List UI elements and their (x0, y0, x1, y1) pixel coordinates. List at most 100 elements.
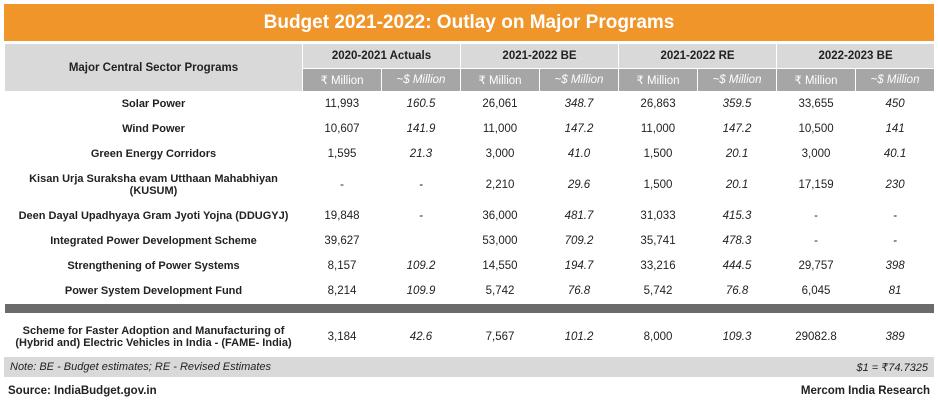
table-row: Power System Development Fund 8,214 109.9 5… (4, 278, 936, 304)
usd-value-cell: 415.3 (697, 203, 778, 229)
subcolumn-usd-header: ~$ Million (538, 68, 620, 92)
usd-value-cell: 359.5 (697, 91, 778, 117)
subcolumn-inr-header: ₹ Million (776, 68, 857, 92)
inr-value-cell: 36,000 (460, 203, 540, 229)
inr-value-cell: 33,216 (618, 253, 699, 279)
inr-value-cell: 6,045 (776, 278, 857, 304)
usd-value-cell: 76.8 (538, 278, 620, 304)
usd-value-cell: 444.5 (697, 253, 778, 279)
inr-value-cell: 5,742 (460, 278, 540, 304)
table-row: Green Energy Corridors 1,595 21.3 3,000 41.0… (4, 141, 936, 167)
subcolumn-usd-header: ~$ Million (381, 68, 461, 92)
usd-value-cell: 478.3 (697, 228, 778, 254)
usd-value-cell: 109.3 (697, 313, 778, 360)
program-column-header: Major Central Sector Programs (4, 43, 303, 92)
column-group-header: 2021-2022 RE (618, 43, 778, 69)
inr-value-cell: 3,000 (460, 141, 540, 167)
table-row: Solar Power 11,993 160.5 26,061 348.7 26,863 3… (4, 91, 936, 117)
inr-value-cell: 35,741 (618, 228, 699, 254)
program-name-cell: Solar Power (4, 91, 303, 117)
table-title: Budget 2021-2022: Outlay on Major Progra… (4, 4, 934, 41)
inr-value-cell: 26,061 (460, 91, 540, 117)
inr-value-cell: 29082.8 (776, 313, 857, 360)
usd-value-cell: 81 (855, 278, 936, 304)
inr-value-cell: 53,000 (460, 228, 540, 254)
inr-value-cell: - (776, 228, 857, 254)
inr-value-cell: 26,863 (618, 91, 699, 117)
usd-value-cell: 147.2 (538, 116, 620, 142)
inr-value-cell: 19,848 (302, 203, 382, 229)
usd-value-cell: 109.2 (381, 253, 461, 279)
exchange-rate-note: $1 = ₹74.7325 (856, 361, 928, 374)
column-group-header: 2022-2023 BE (776, 43, 936, 69)
subcolumn-inr-header: ₹ Million (618, 68, 699, 92)
usd-value-cell: 160.5 (381, 91, 461, 117)
usd-value-cell: - (381, 166, 461, 204)
table-body: Solar Power 11,993 160.5 26,061 348.7 26,863 3… (3, 91, 936, 360)
inr-value-cell: 7,567 (460, 313, 540, 360)
section-separator (3, 303, 936, 314)
inr-value-cell: 5,742 (618, 278, 699, 304)
program-name-cell: Kisan Urja Suraksha evam Utthaan Mahabhi… (4, 166, 303, 204)
inr-value-cell: 11,000 (460, 116, 540, 142)
usd-value-cell: 389 (855, 313, 936, 360)
usd-value-cell (381, 228, 461, 254)
inr-value-cell: - (776, 203, 857, 229)
usd-value-cell: 21.3 (381, 141, 461, 167)
inr-value-cell: 8,000 (618, 313, 699, 360)
subcolumn-usd-header: ~$ Million (855, 68, 936, 92)
inr-value-cell: 1,595 (302, 141, 382, 167)
column-group-header: 2021-2022 BE (459, 43, 620, 69)
table-row: Wind Power 10,607 141.9 11,000 147.2 11,000 14… (4, 116, 936, 142)
usd-value-cell: 20.1 (697, 166, 778, 204)
usd-value-cell: 398 (855, 253, 936, 279)
usd-value-cell: - (855, 228, 936, 254)
program-name-cell: Wind Power (4, 116, 303, 142)
usd-value-cell: 20.1 (697, 141, 778, 167)
table-row: Kisan Urja Suraksha evam Utthaan Mahabhi… (4, 166, 936, 204)
program-name-cell: Integrated Power Development Scheme (4, 228, 303, 254)
subcolumn-inr-header: ₹ Million (302, 68, 382, 92)
inr-value-cell: 11,993 (302, 91, 382, 117)
table-row: Strengthening of Power Systems 8,157 109.2… (4, 253, 936, 279)
program-name-cell: Green Energy Corridors (4, 141, 303, 167)
column-group-header: 2020-2021 Actuals (302, 43, 461, 69)
separator-bar (3, 303, 936, 314)
inr-value-cell: 11,000 (618, 116, 699, 142)
inr-value-cell: 10,500 (776, 116, 857, 142)
table-row: Deen Dayal Upadhyaya Gram Jyoti Yojna (D… (4, 203, 936, 229)
program-name-cell: Power System Development Fund (4, 278, 303, 304)
usd-value-cell: 709.2 (538, 228, 620, 254)
inr-value-cell: 2,210 (460, 166, 540, 204)
usd-value-cell: 230 (855, 166, 936, 204)
usd-value-cell: 348.7 (538, 91, 620, 117)
usd-value-cell: - (381, 203, 461, 229)
usd-value-cell: 141 (855, 116, 936, 142)
program-name-cell: Scheme for Faster Adoption and Manufactu… (4, 313, 303, 360)
usd-value-cell: 29.6 (538, 166, 620, 204)
inr-value-cell: 3,184 (302, 313, 382, 360)
inr-value-cell: - (302, 166, 382, 204)
inr-value-cell: 31,033 (618, 203, 699, 229)
usd-value-cell: 41.0 (538, 141, 620, 167)
program-name-cell: Deen Dayal Upadhyaya Gram Jyoti Yojna (D… (4, 203, 303, 229)
usd-value-cell: 42.6 (381, 313, 461, 360)
estimates-note: Note: BE - Budget estimates; RE - Revise… (10, 361, 272, 373)
subcolumn-usd-header: ~$ Million (697, 68, 778, 92)
usd-value-cell: 109.9 (381, 278, 461, 304)
table-row: Integrated Power Development Scheme 39,62… (4, 228, 936, 254)
inr-value-cell: 39,627 (302, 228, 382, 254)
inr-value-cell: 17,159 (776, 166, 857, 204)
inr-value-cell: 8,214 (302, 278, 382, 304)
usd-value-cell: 101.2 (538, 313, 620, 360)
budget-table: Major Central Sector Programs 2020-2021 … (3, 43, 936, 360)
table-row: Scheme for Faster Adoption and Manufactu… (4, 313, 936, 360)
inr-value-cell: 3,000 (776, 141, 857, 167)
inr-value-cell: 29,757 (776, 253, 857, 279)
usd-value-cell: 141.9 (381, 116, 461, 142)
source-text: Source: IndiaBudget.gov.in (8, 385, 157, 397)
usd-value-cell: 194.7 (538, 253, 620, 279)
usd-value-cell: 40.1 (855, 141, 936, 167)
inr-value-cell: 8,157 (302, 253, 382, 279)
subcolumn-inr-header: ₹ Million (460, 68, 540, 92)
